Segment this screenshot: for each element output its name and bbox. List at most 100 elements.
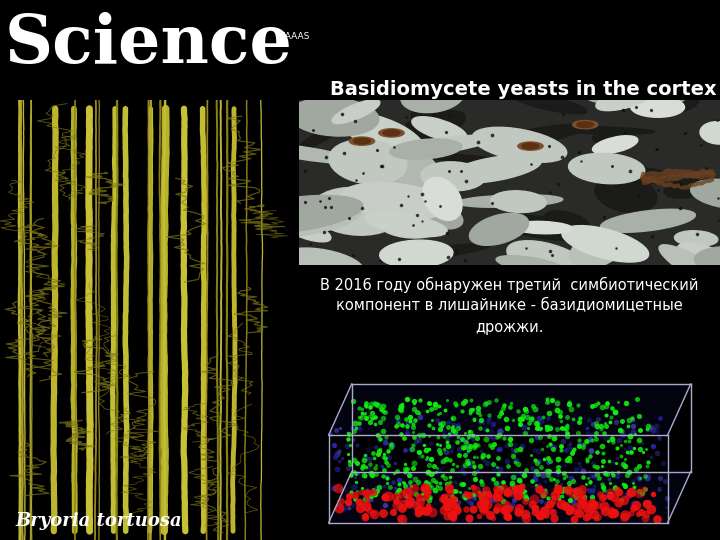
Point bbox=[606, 468, 618, 477]
Point bbox=[467, 404, 479, 413]
Point bbox=[433, 466, 445, 475]
Point bbox=[426, 416, 438, 424]
Point bbox=[390, 484, 401, 492]
Ellipse shape bbox=[700, 122, 720, 144]
Point bbox=[600, 411, 612, 420]
Point bbox=[530, 475, 541, 483]
Point bbox=[404, 417, 415, 426]
Point bbox=[343, 491, 355, 500]
Point bbox=[570, 465, 582, 474]
Point bbox=[413, 408, 425, 417]
Point bbox=[383, 482, 395, 491]
Point bbox=[567, 448, 578, 457]
Point bbox=[478, 506, 490, 515]
Point bbox=[647, 489, 659, 498]
Point bbox=[569, 445, 580, 454]
Point bbox=[645, 105, 657, 114]
Point bbox=[557, 110, 569, 119]
Point bbox=[509, 458, 521, 467]
Point bbox=[354, 418, 365, 427]
Point bbox=[598, 493, 610, 502]
Point bbox=[387, 508, 398, 516]
Point bbox=[462, 455, 473, 464]
Point bbox=[394, 476, 405, 484]
Point bbox=[459, 442, 471, 451]
Point bbox=[472, 137, 483, 146]
Point bbox=[565, 444, 577, 453]
Point bbox=[459, 487, 470, 496]
Point bbox=[444, 430, 456, 438]
Point bbox=[377, 427, 389, 435]
Point bbox=[402, 422, 413, 430]
Point bbox=[545, 442, 557, 450]
Point bbox=[642, 425, 653, 434]
Point bbox=[400, 112, 412, 121]
Point bbox=[543, 423, 554, 431]
Point bbox=[462, 457, 473, 466]
Point bbox=[380, 432, 392, 441]
Point bbox=[459, 494, 471, 503]
Point bbox=[369, 413, 381, 421]
Point bbox=[560, 446, 572, 454]
Point bbox=[549, 490, 561, 499]
Point bbox=[433, 446, 444, 454]
Point bbox=[586, 436, 598, 445]
Ellipse shape bbox=[496, 255, 565, 274]
Point bbox=[601, 470, 613, 478]
Point bbox=[408, 484, 420, 492]
Point bbox=[530, 483, 541, 491]
Point bbox=[504, 435, 516, 444]
Point bbox=[601, 489, 613, 498]
Point bbox=[621, 448, 632, 457]
Point bbox=[429, 400, 441, 408]
Point bbox=[422, 504, 433, 513]
Point bbox=[568, 491, 580, 500]
Point bbox=[513, 504, 525, 512]
Point bbox=[519, 497, 531, 505]
Point bbox=[397, 500, 409, 508]
Point bbox=[552, 424, 563, 433]
Point bbox=[620, 399, 631, 407]
Point bbox=[519, 491, 531, 500]
Point bbox=[469, 494, 480, 502]
Point bbox=[467, 483, 479, 491]
Point bbox=[532, 422, 544, 430]
Point bbox=[429, 403, 441, 411]
Point bbox=[561, 421, 572, 430]
Point bbox=[618, 460, 629, 468]
Point bbox=[408, 433, 420, 442]
Point bbox=[531, 433, 542, 442]
Point bbox=[573, 148, 585, 157]
Ellipse shape bbox=[448, 155, 541, 183]
Ellipse shape bbox=[329, 140, 407, 184]
Point bbox=[607, 437, 618, 446]
Point bbox=[490, 480, 501, 489]
Point bbox=[574, 463, 585, 471]
Point bbox=[423, 445, 435, 454]
Point bbox=[369, 490, 381, 499]
Point bbox=[590, 428, 602, 437]
Point bbox=[647, 441, 659, 450]
Point bbox=[608, 492, 620, 501]
Point bbox=[539, 486, 551, 495]
Point bbox=[542, 493, 554, 502]
Point bbox=[387, 477, 399, 486]
Point bbox=[374, 444, 386, 453]
Point bbox=[552, 455, 563, 463]
Point bbox=[588, 458, 599, 467]
Point bbox=[381, 472, 392, 481]
Point bbox=[460, 176, 472, 185]
Point bbox=[459, 451, 470, 460]
Point bbox=[454, 497, 465, 506]
Point bbox=[542, 457, 554, 466]
Point bbox=[369, 420, 381, 428]
Point bbox=[590, 418, 601, 427]
Point bbox=[500, 415, 512, 423]
Point bbox=[361, 485, 373, 494]
Point bbox=[395, 406, 406, 414]
Point bbox=[557, 487, 568, 496]
Point bbox=[443, 422, 454, 431]
Point bbox=[600, 401, 612, 410]
Ellipse shape bbox=[390, 139, 462, 159]
Ellipse shape bbox=[498, 215, 591, 240]
